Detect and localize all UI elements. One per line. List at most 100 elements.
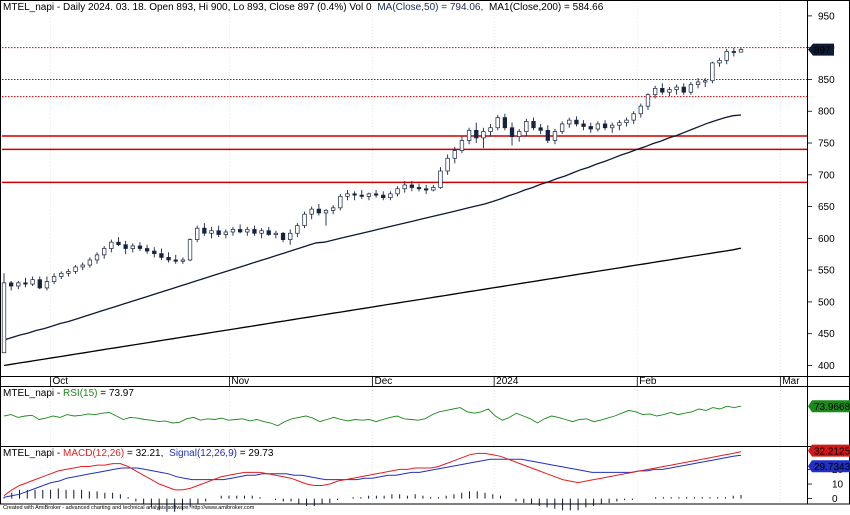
y-tick-label: 850 bbox=[818, 75, 835, 86]
candle-body bbox=[488, 127, 493, 132]
candle-body bbox=[1, 282, 7, 354]
candle-body bbox=[481, 131, 486, 139]
candle-body bbox=[688, 84, 694, 93]
candle-body bbox=[474, 129, 479, 139]
candle-body bbox=[173, 259, 178, 262]
candle-body bbox=[223, 231, 228, 235]
candle-body bbox=[195, 227, 200, 240]
candle-body bbox=[717, 60, 722, 64]
y-tick-label: 400 bbox=[818, 361, 835, 372]
candle-body bbox=[159, 253, 164, 258]
candle-body bbox=[216, 230, 221, 235]
candle-body bbox=[452, 150, 457, 159]
candle-body bbox=[94, 254, 100, 261]
macd-pane bbox=[3, 451, 742, 512]
last-price-badge-text: 897 bbox=[814, 45, 831, 56]
candle-body bbox=[252, 229, 257, 234]
candle-body bbox=[330, 207, 336, 211]
last-price-badge-shape bbox=[808, 43, 834, 56]
candle-body bbox=[710, 62, 715, 82]
macd-value-badge-shape bbox=[808, 444, 850, 457]
candle-body bbox=[288, 232, 293, 240]
candle-body bbox=[409, 184, 415, 188]
candle-body bbox=[538, 127, 543, 131]
rsi-pane bbox=[3, 405, 742, 427]
candle-body bbox=[373, 193, 379, 196]
candle-body bbox=[567, 119, 572, 125]
candle-body bbox=[202, 227, 207, 234]
value-badges: 897 73.9668 32.2125 29.7343 bbox=[808, 43, 850, 473]
candle-body bbox=[645, 94, 651, 107]
candle-body bbox=[102, 248, 107, 256]
candle-body bbox=[359, 194, 364, 197]
candle-body bbox=[610, 124, 615, 129]
candle-body bbox=[402, 184, 407, 190]
support-resistance-lines bbox=[2, 47, 807, 184]
candle-body bbox=[37, 279, 42, 289]
signal-value-badge: 29.7343 bbox=[808, 460, 850, 473]
candle-body bbox=[624, 119, 629, 124]
candle-body bbox=[466, 129, 472, 141]
candle-body bbox=[703, 80, 708, 83]
price-pane-title: MTEL_napi - Daily 2024. 03. 18. Open 893… bbox=[3, 2, 604, 13]
rsi-value-badge: 73.9668 bbox=[808, 400, 850, 413]
candle-body bbox=[617, 122, 622, 126]
rsi-value-badge-text: 73.9668 bbox=[814, 402, 850, 413]
candle-body bbox=[595, 123, 601, 130]
y-tick-label: 750 bbox=[818, 139, 835, 150]
candle-body bbox=[724, 51, 729, 61]
x-tick-label: 2024 bbox=[496, 376, 519, 387]
candle-body bbox=[424, 188, 429, 191]
candle-body bbox=[552, 131, 558, 141]
candle-body bbox=[517, 131, 522, 138]
candle-body bbox=[266, 230, 271, 235]
signal-value-badge-text: 29.7343 bbox=[814, 462, 850, 473]
candle-body bbox=[123, 244, 128, 249]
candle-body bbox=[259, 230, 264, 234]
candle-body bbox=[381, 194, 386, 199]
candle-body bbox=[51, 276, 57, 282]
candle-body bbox=[245, 229, 250, 233]
candle-body bbox=[316, 208, 321, 214]
candle-body bbox=[187, 239, 193, 261]
ma200-line bbox=[3, 247, 742, 367]
candle-body bbox=[731, 51, 736, 53]
candle-body bbox=[130, 245, 135, 249]
candle-body bbox=[209, 230, 214, 234]
moving-averages bbox=[3, 114, 742, 367]
macd-line bbox=[3, 451, 742, 497]
candle-body bbox=[602, 123, 608, 129]
last-price-badge: 897 bbox=[808, 43, 834, 56]
candle-body bbox=[559, 123, 565, 132]
candle-body bbox=[459, 140, 465, 151]
candle-body bbox=[237, 229, 243, 233]
x-tick-label: Feb bbox=[639, 376, 657, 387]
candle-body bbox=[681, 86, 686, 93]
candle-body bbox=[438, 170, 443, 188]
candle-body bbox=[502, 117, 508, 129]
candle-body bbox=[431, 187, 436, 191]
candle-body bbox=[80, 264, 85, 268]
candles bbox=[1, 47, 744, 354]
rsi-pane-title: MTEL_napi - RSI(15) = 73.97 bbox=[3, 388, 134, 399]
candle-body bbox=[280, 232, 286, 240]
candle-body bbox=[23, 282, 28, 285]
candle-body bbox=[581, 123, 586, 127]
x-tick-label: Mar bbox=[782, 376, 800, 387]
candle-body bbox=[524, 121, 529, 132]
candle-body bbox=[309, 208, 314, 215]
candle-body bbox=[667, 89, 672, 93]
candle-body bbox=[416, 187, 422, 190]
y-tick-label: 500 bbox=[818, 297, 835, 308]
candle-body bbox=[302, 213, 307, 226]
candle-body bbox=[545, 129, 550, 141]
y-tick-label: 450 bbox=[818, 329, 835, 340]
candle-body bbox=[66, 271, 71, 274]
candle-body bbox=[116, 241, 121, 246]
x-tick-label: Oct bbox=[53, 376, 69, 387]
candle-body bbox=[738, 49, 744, 53]
candle-body bbox=[73, 266, 78, 272]
y-tick-label: 600 bbox=[818, 234, 835, 245]
candle-body bbox=[144, 248, 150, 252]
